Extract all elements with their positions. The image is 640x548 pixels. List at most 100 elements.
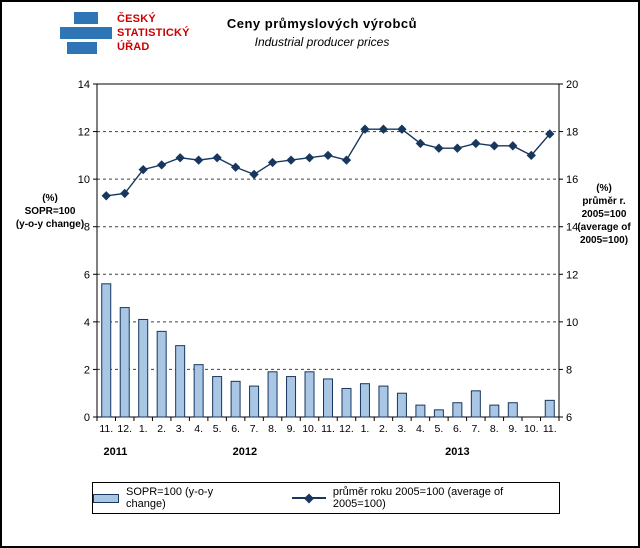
producer-prices-chart: 0 2 4 6 8 10 12 14 6 8 10 12 14 16 18 20 11. 12. 1. 2. 3. 4. 5…: [78, 79, 579, 458]
right-axis-tick-label: 12: [566, 269, 578, 281]
logo-bar: [67, 42, 97, 54]
month-label: 9.: [287, 423, 296, 435]
month-label: 7.: [471, 423, 480, 435]
month-label: 9.: [508, 423, 517, 435]
line-marker: [175, 153, 185, 163]
month-label: 4.: [416, 423, 425, 435]
line-marker: [230, 162, 241, 172]
month-label: 11.: [543, 423, 557, 435]
line-swatch-icon: [291, 493, 326, 504]
month-label: 5.: [213, 423, 222, 435]
bar: [286, 376, 297, 418]
csu-logo: ČESKÝ STATISTICKÝ ÚŘAD: [60, 12, 190, 57]
year-label: 2011: [104, 446, 128, 458]
left-axis-caption-line: (%): [42, 193, 58, 204]
line-marker: [267, 157, 278, 168]
line-marker: [452, 143, 463, 153]
bar: [175, 345, 186, 418]
left-axis-tick-label: 4: [84, 317, 90, 329]
right-axis-tick-label: 6: [566, 412, 572, 424]
month-label: 1.: [139, 423, 148, 435]
logo-bar: [60, 27, 112, 39]
bar: [193, 364, 204, 418]
bar: [415, 404, 426, 418]
right-axis-tick-label: 20: [566, 79, 578, 91]
logo-text-line3: ÚŘAD: [117, 41, 150, 53]
right-axis-tick-label: 8: [566, 364, 572, 376]
line-marker: [138, 164, 148, 175]
month-label: 12.: [117, 423, 132, 435]
right-axis-tick-label: 18: [566, 127, 578, 139]
logo-text: ČESKÝ STATISTICKÝ ÚŘAD: [117, 12, 190, 54]
right-axis-tick-label: 16: [566, 174, 578, 186]
legend-line-label: průměr roku 2005=100 (average of 2005=10…: [332, 486, 504, 510]
month-label: 3.: [176, 423, 185, 435]
line-marker: [212, 153, 222, 163]
bar: [267, 371, 278, 418]
logo-text-line2: STATISTICKÝ: [117, 27, 190, 39]
bar: [433, 409, 444, 418]
bar: [101, 283, 112, 418]
chart-titles: Ceny průmyslových výrobců Industrial pro…: [2, 16, 638, 49]
logo-bar: [74, 12, 98, 24]
month-label: 4.: [194, 423, 203, 435]
bar: [359, 383, 370, 418]
left-axis-caption: (%) SOPR=100 (y-o-y change): [6, 192, 94, 231]
month-label: 3.: [398, 423, 407, 435]
month-label: 5.: [434, 423, 443, 435]
bar: [341, 387, 352, 418]
line-marker: [434, 143, 444, 153]
month-label: 2.: [157, 423, 166, 435]
month-label: 2.: [379, 423, 388, 435]
line-marker: [101, 191, 111, 201]
line-marker: [471, 138, 481, 149]
line-marker: [341, 155, 352, 165]
month-label: 6.: [231, 423, 240, 435]
bar: [544, 399, 555, 418]
line-marker: [526, 150, 536, 161]
chart-legend: SOPR=100 (y-o-y change) průměr roku 2005…: [92, 482, 560, 514]
left-axis-caption-line: SOPR=100: [24, 206, 76, 217]
bar: [507, 402, 518, 418]
right-axis-caption-line: 2005=100: [581, 209, 627, 220]
line-marker: [489, 141, 499, 151]
line-marker: [360, 124, 370, 134]
index-line: [106, 128, 551, 197]
line-marker: [378, 124, 389, 134]
left-axis-tick-label: 14: [78, 79, 90, 91]
line-marker: [120, 188, 130, 199]
line-marker: [304, 153, 315, 163]
bar: [452, 402, 463, 418]
left-axis-tick-label: 2: [84, 364, 90, 376]
line-marker: [286, 155, 296, 165]
left-axis-tick-label: 6: [84, 269, 90, 281]
left-axis-tick-label: 10: [78, 174, 90, 186]
bar: [378, 385, 389, 418]
left-axis-tick-label: 12: [78, 127, 90, 139]
line-marker: [249, 169, 259, 180]
month-label: 8.: [268, 423, 277, 435]
page-title: Ceny průmyslových výrobců: [226, 16, 418, 31]
year-label: 2012: [233, 446, 257, 458]
bar: [470, 390, 481, 418]
month-label: 7.: [250, 423, 259, 435]
month-label: 6.: [453, 423, 462, 435]
legend-item-bars: SOPR=100 (y-o-y change): [93, 486, 256, 510]
month-label: 10.: [524, 423, 539, 435]
month-label: 1.: [361, 423, 370, 435]
bar: [212, 376, 223, 418]
right-axis-caption: (%) průměr r. 2005=100 (average of 2005=…: [570, 182, 638, 247]
line-marker: [157, 160, 167, 170]
bar: [138, 318, 149, 418]
legend-item-line: průměr roku 2005=100 (average of 2005=10…: [291, 486, 559, 510]
csu-logo-icon: [60, 12, 112, 57]
bar: [304, 371, 315, 418]
page-subtitle: Industrial producer prices: [254, 35, 390, 49]
right-axis-caption-line: 2005=100): [579, 235, 629, 246]
line-marker: [323, 150, 333, 161]
bar: [230, 380, 241, 418]
diamond-marker-icon: [303, 493, 314, 504]
line-marker: [193, 155, 204, 165]
left-axis-caption-line: (y-o-y change): [15, 219, 85, 230]
left-axis-tick-label: 8: [84, 222, 90, 234]
